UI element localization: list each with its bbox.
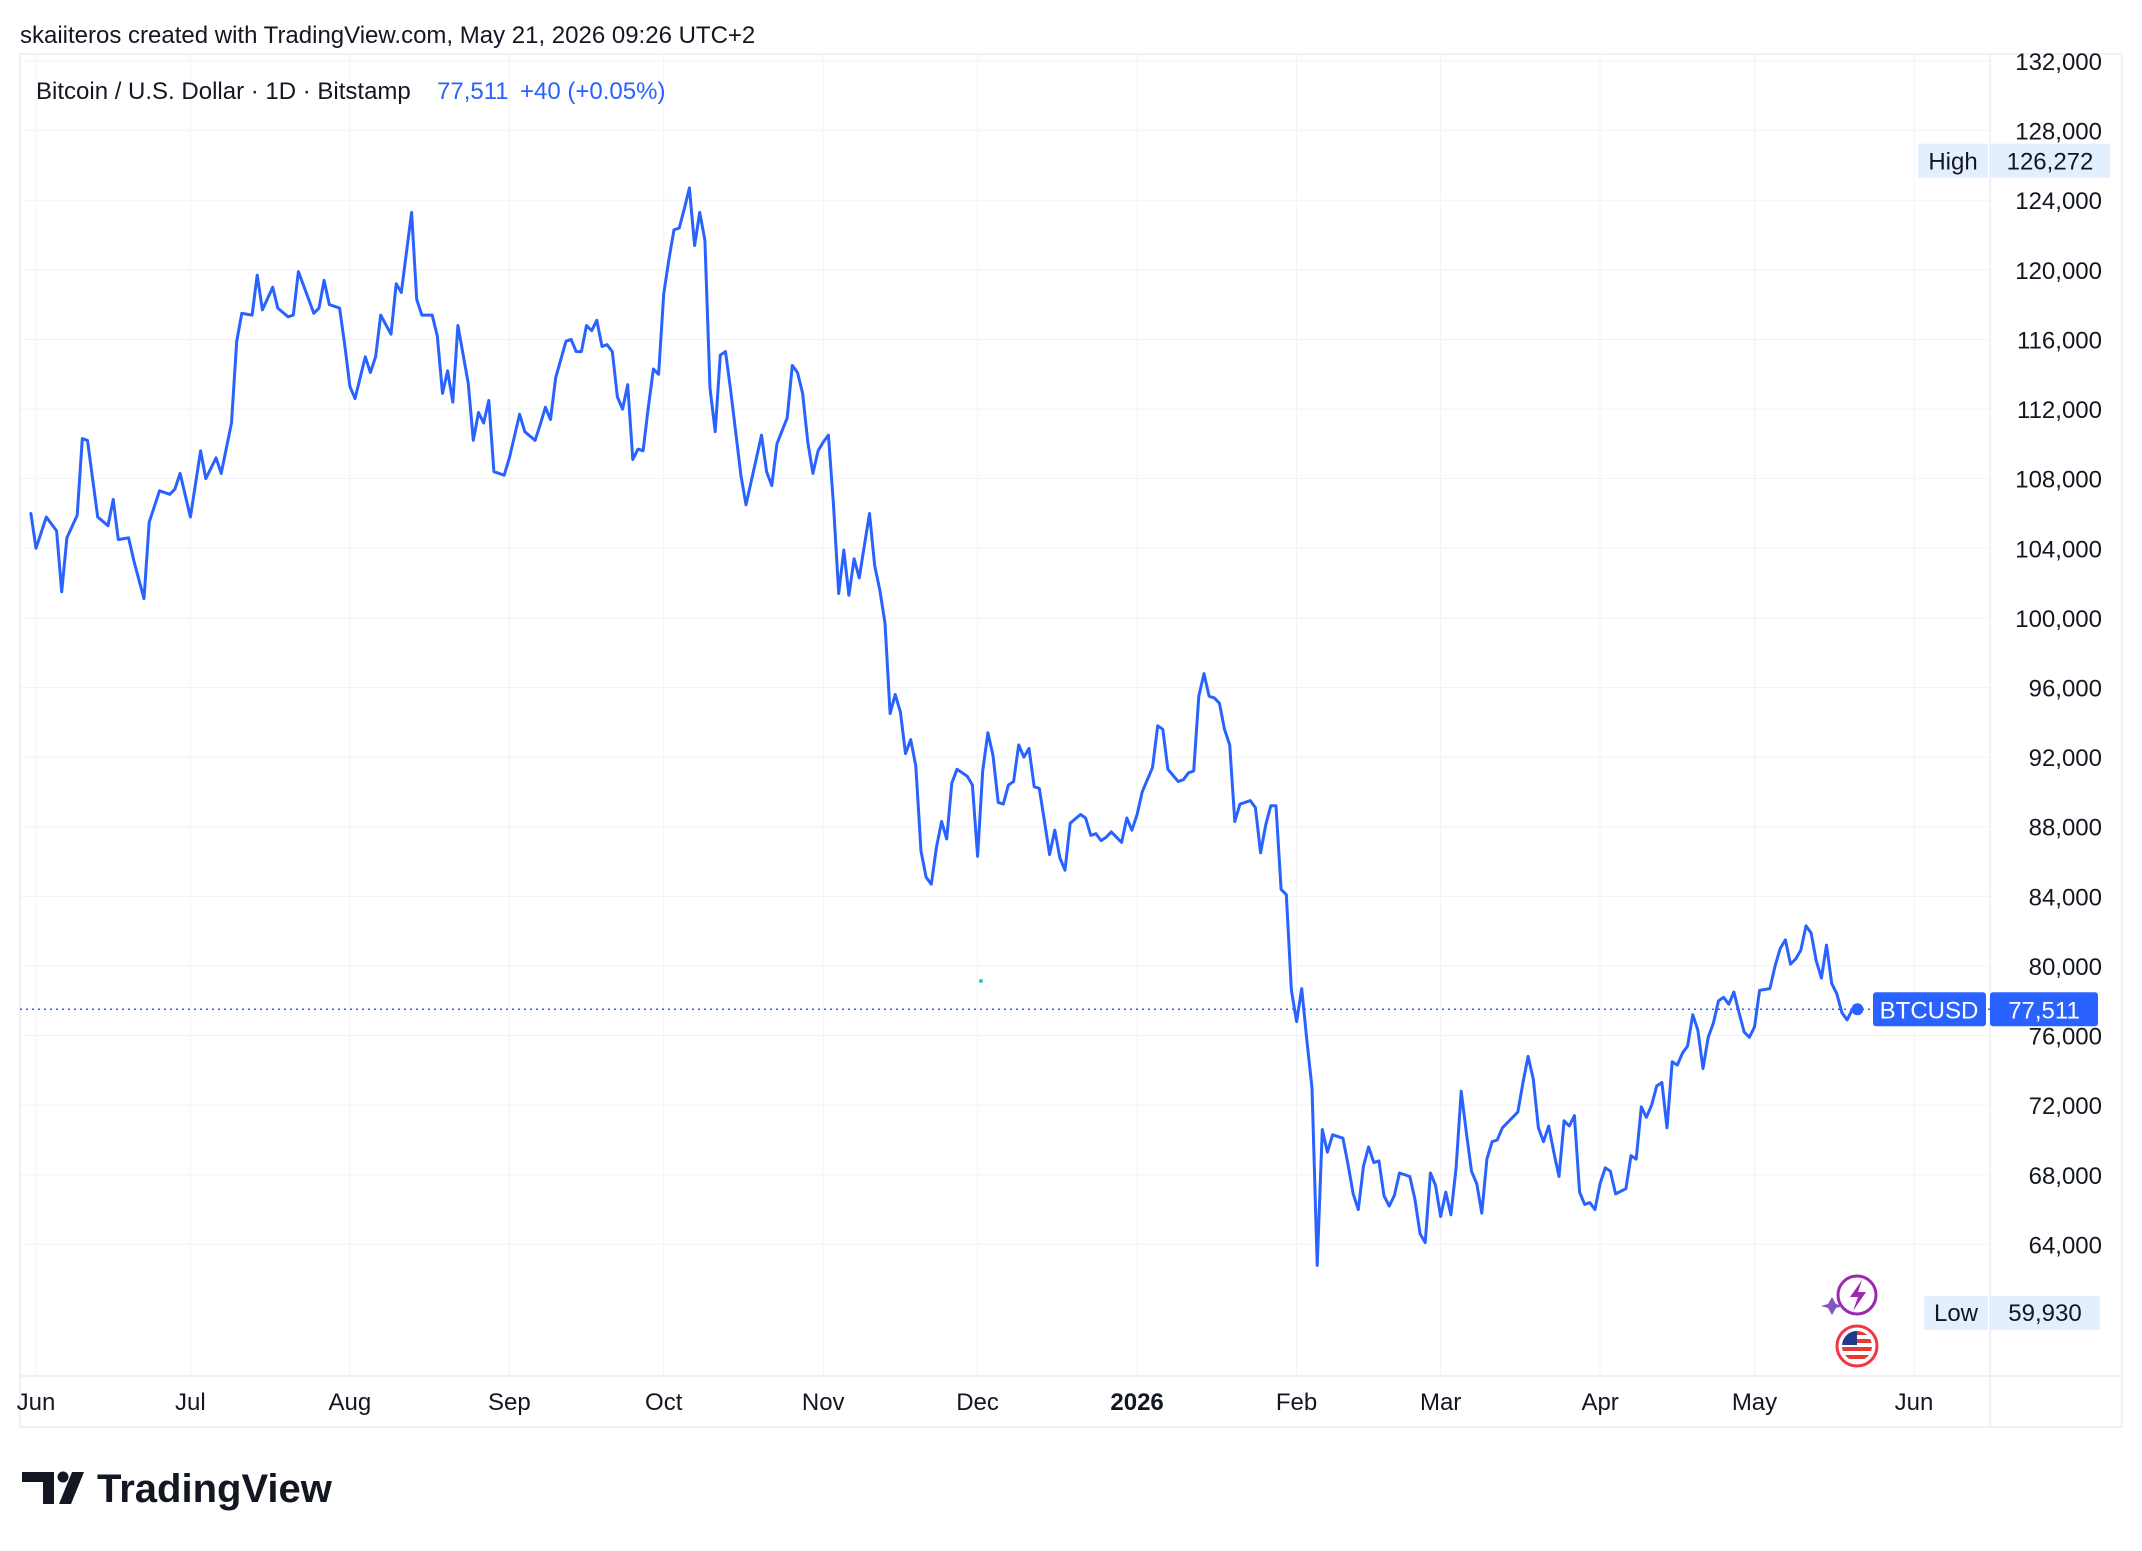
price-tick-label: 68,000: [2029, 1163, 2102, 1190]
time-tick-label: Oct: [645, 1389, 683, 1416]
time-tick-label: 2026: [1110, 1389, 1163, 1416]
price-tick-label: 120,000: [2015, 258, 2102, 285]
price-tick-label: 116,000: [2017, 327, 2102, 354]
time-tick-label: Apr: [1581, 1389, 1618, 1416]
time-tick-label: Nov: [802, 1389, 845, 1416]
price-tick-label: 124,000: [2015, 188, 2102, 215]
high-badge-label: High: [1928, 149, 1977, 176]
time-tick-label: Jun: [17, 1389, 56, 1416]
us-flag-icon[interactable]: [1835, 1324, 1879, 1368]
price-tick-label: 92,000: [2029, 745, 2102, 772]
tradingview-logo[interactable]: TradingView: [22, 1467, 333, 1511]
symbol-title: Bitcoin / U.S. Dollar · 1D · Bitstamp: [36, 78, 411, 105]
lightning-bolt-icon[interactable]: [1821, 1274, 1878, 1316]
legend-change: +40 (+0.05%): [520, 78, 665, 105]
price-axis[interactable]: 132,000 128,000 124,000 120,000 116,000 112,0…: [2015, 49, 2102, 1259]
time-tick-label: Jul: [175, 1389, 206, 1416]
low-badge-label: Low: [1934, 1300, 1979, 1327]
price-tick-label: 80,000: [2029, 954, 2102, 981]
price-tick-label: 72,000: [2029, 1093, 2102, 1120]
price-tick-label: 76,000: [2029, 1024, 2102, 1051]
legend-last-price: 77,511: [437, 78, 509, 105]
time-tick-label: Mar: [1420, 1389, 1461, 1416]
time-tick-label: Dec: [956, 1389, 999, 1416]
price-tick-label: 64,000: [2029, 1232, 2102, 1259]
symbol-badge: BTCUSD 77,511: [1873, 992, 2098, 1027]
tradingview-logo-dot: [57, 1471, 69, 1483]
price-tick-label: 84,000: [2029, 884, 2102, 911]
time-tick-label: Feb: [1276, 1389, 1317, 1416]
price-tick-label: 108,000: [2015, 467, 2102, 494]
price-tick-label: 88,000: [2029, 815, 2102, 842]
time-axis[interactable]: Jun Jul Aug Sep Oct Nov Dec 2026 Feb Mar Apr May Jun: [17, 1389, 1934, 1416]
time-tick-label: Sep: [488, 1389, 531, 1416]
price-series-line[interactable]: [29, 186, 1859, 1267]
tradingview-logo-mark: [22, 1472, 54, 1504]
price-tick-label: 128,000: [2015, 119, 2102, 146]
created-by-text: skaiiteros created with TradingView.com,…: [20, 22, 755, 49]
price-tick-label: 132,000: [2015, 49, 2102, 76]
symbol-badge-label: BTCUSD: [1880, 997, 1979, 1024]
high-badge-value: 126,272: [2007, 149, 2094, 176]
time-tick-label: Aug: [329, 1389, 372, 1416]
high-badge: High 126,272: [1918, 143, 2110, 178]
pane-border: [19, 53, 2123, 1428]
cursor-dot: [979, 979, 983, 983]
price-tick-label: 112,000: [2017, 397, 2102, 424]
low-badge: Low 59,930: [1924, 1296, 2100, 1330]
time-tick-label: Jun: [1895, 1389, 1934, 1416]
grid-layer: [20, 54, 1990, 1376]
last-price-dot: [1851, 1003, 1864, 1016]
symbol-badge-value: 77,511: [2008, 997, 2080, 1024]
price-tick-label: 100,000: [2015, 606, 2102, 633]
tradingview-logo-text: TradingView: [97, 1467, 333, 1511]
tradingview-logo-slash: [59, 1472, 84, 1504]
low-badge-value: 59,930: [2008, 1300, 2081, 1327]
price-tick-label: 96,000: [2029, 676, 2102, 703]
price-tick-label: 104,000: [2015, 536, 2102, 563]
time-tick-label: May: [1732, 1389, 1777, 1416]
